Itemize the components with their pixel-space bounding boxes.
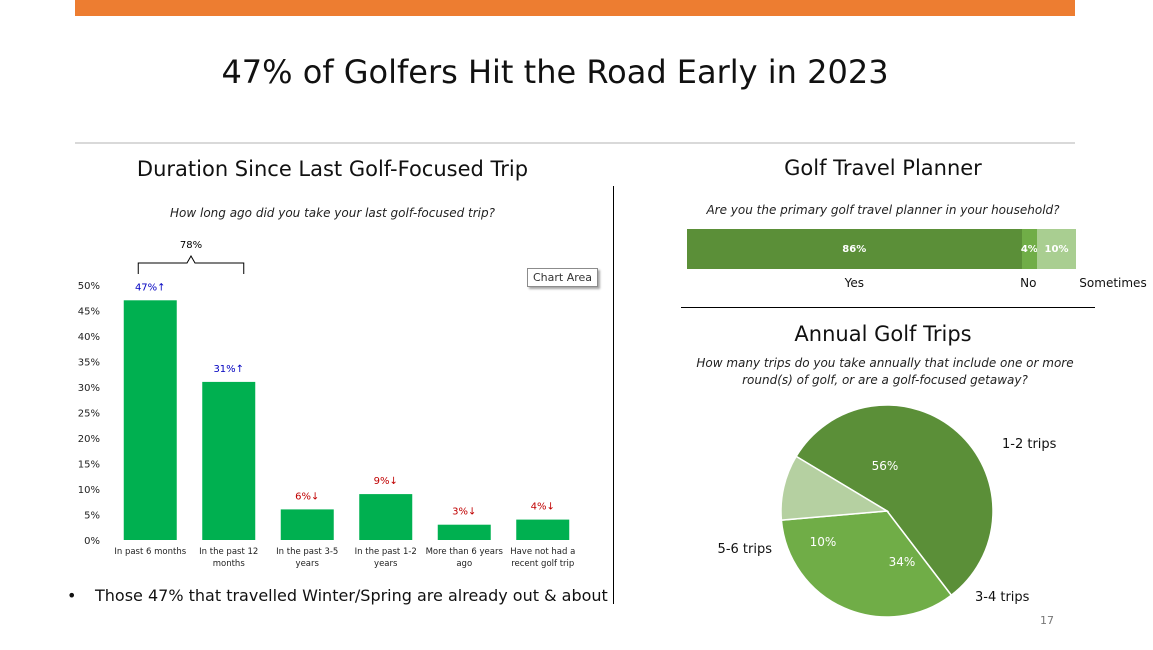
chart-area-tooltip: Chart Area xyxy=(527,268,599,287)
trips-question-line2: round(s) of golf, or are a golf-focused … xyxy=(742,373,1028,387)
bar xyxy=(202,381,256,540)
x-tick-label: years xyxy=(374,559,398,569)
bullet-dot: • xyxy=(67,586,77,605)
x-tick-label: Have not had a xyxy=(510,547,575,557)
pie-category-label: 5-6 trips xyxy=(718,542,773,557)
trips-question: How many trips do you take annually that… xyxy=(655,356,1115,387)
bracket-78: 78% xyxy=(137,240,245,274)
y-tick-label: 0% xyxy=(84,536,100,547)
y-tick-label: 45% xyxy=(78,307,100,318)
x-tick-label: ago xyxy=(456,559,472,569)
y-tick-label: 30% xyxy=(78,383,100,394)
bar-data-label: 31%↑ xyxy=(213,364,244,375)
trips-title: Annual Golf Trips xyxy=(794,322,972,346)
pie-category-label: 1-2 trips xyxy=(1002,437,1057,452)
planner-segment: 4% xyxy=(1021,229,1038,269)
pie-slice xyxy=(795,404,994,597)
title-divider xyxy=(75,142,1075,144)
bracket-line xyxy=(137,254,245,274)
bars: 47%↑ 31%↑ 6%↓ 9%↓ 3%↓ 4%↓ xyxy=(123,282,570,540)
planner-category-label: No xyxy=(1020,276,1037,290)
y-tick-label: 5% xyxy=(84,511,100,522)
planner-question: Are you the primary golf travel planner … xyxy=(706,203,1060,217)
planner-segment: 86% xyxy=(687,229,1022,269)
accent-bar xyxy=(75,0,1075,16)
vertical-divider xyxy=(613,186,614,604)
pie-data-label: 34% xyxy=(889,555,916,569)
y-axis: 0% 5% 10% 15% 20% 25% 30% 35% 40% 45% 50% xyxy=(78,281,100,547)
bar xyxy=(280,509,334,540)
bar-data-label: 3%↓ xyxy=(452,507,476,518)
page-title: 47% of Golfers Hit the Road Early in 202… xyxy=(221,53,889,91)
bar xyxy=(123,300,177,540)
y-tick-label: 10% xyxy=(78,485,100,496)
bar-data-label: 9%↓ xyxy=(374,476,398,487)
bar xyxy=(437,524,491,540)
duration-chart-title: Duration Since Last Golf-Focused Trip xyxy=(136,157,529,181)
y-tick-label: 15% xyxy=(78,460,100,471)
x-tick-label: In past 6 months xyxy=(114,547,186,557)
bullet-note: • Those 47% that travelled Winter/Spring … xyxy=(67,586,608,605)
y-tick-label: 25% xyxy=(78,409,100,420)
x-tick-label: In the past 12 xyxy=(199,547,258,557)
y-tick-label: 20% xyxy=(78,434,100,445)
planner-category-label: Yes xyxy=(844,276,864,290)
x-tick-label: More than 6 years xyxy=(426,547,504,557)
x-tick-label: recent golf trip xyxy=(511,559,574,569)
y-tick-label: 50% xyxy=(78,281,100,292)
planner-stacked-bar: 86% 4% 10% xyxy=(687,229,1076,269)
x-tick-label: months xyxy=(213,559,246,569)
x-tick-label: years xyxy=(296,559,320,569)
x-axis-labels: In past 6 months In the past 12 months In t… xyxy=(114,547,575,569)
x-tick-label: In the past 3-5 xyxy=(276,547,338,557)
x-tick-label: In the past 1-2 xyxy=(355,547,417,557)
page-number: 17 xyxy=(1040,614,1054,627)
duration-question: How long ago did you take your last golf… xyxy=(170,206,495,220)
y-tick-label: 40% xyxy=(78,332,100,343)
y-tick-label: 35% xyxy=(78,358,100,369)
pie-category-label: 3-4 trips xyxy=(975,590,1030,605)
pie-slices: 56% 1-2 trips 34% 3-4 trips 10% 5-6 trips xyxy=(718,404,1057,618)
planner-title: Golf Travel Planner xyxy=(784,156,982,180)
planner-segment: 10% xyxy=(1037,229,1076,269)
trips-question-line1: How many trips do you take annually that… xyxy=(696,356,1074,370)
horizontal-divider xyxy=(681,307,1095,308)
pie-data-label: 56% xyxy=(872,459,899,473)
bullet-text: Those 47% that travelled Winter/Spring a… xyxy=(95,586,608,605)
pie-data-label: 10% xyxy=(810,535,837,549)
trips-pie-chart: 56% 1-2 trips 34% 3-4 trips 10% 5-6 trips xyxy=(718,404,1057,618)
bracket-label: 78% xyxy=(180,240,202,251)
bar-data-label: 6%↓ xyxy=(295,491,319,502)
pie-slice xyxy=(780,510,953,618)
pie-slice xyxy=(780,455,890,521)
bar xyxy=(359,494,413,540)
bar xyxy=(516,519,570,540)
duration-bar-chart: 0% 5% 10% 15% 20% 25% 30% 35% 40% 45% 50% 47%↑ 31%↑… xyxy=(78,240,576,569)
planner-category-label: Sometimes xyxy=(1079,276,1147,290)
bar-data-label: 47%↑ xyxy=(135,282,166,293)
bar-data-label: 4%↓ xyxy=(531,502,555,513)
